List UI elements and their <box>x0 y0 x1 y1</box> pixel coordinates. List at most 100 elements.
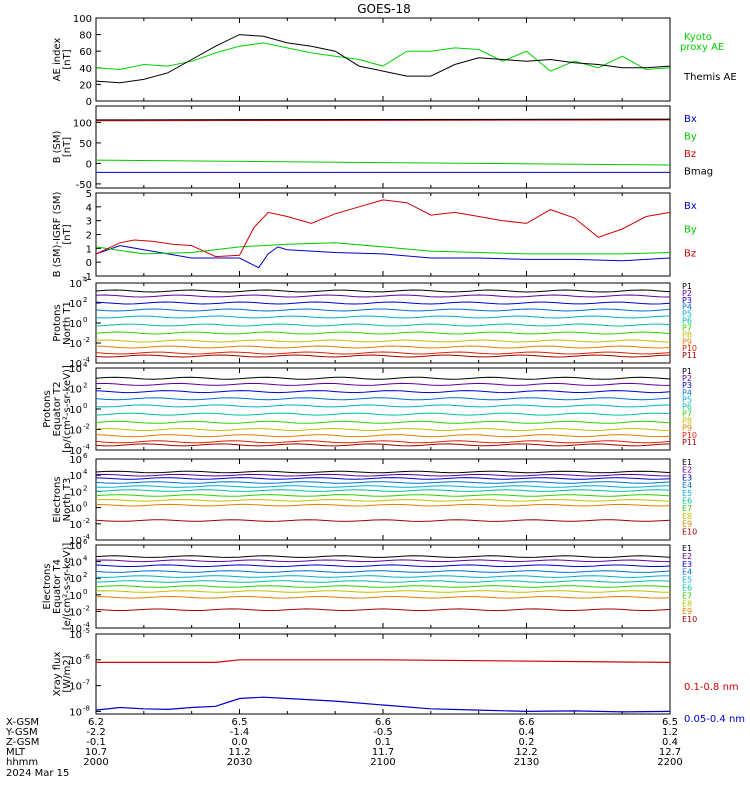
y-axis-label: B (SM)-IGRF (SM) <box>52 192 63 278</box>
y-tick-label: 10 <box>69 520 82 531</box>
channel-line-p1 <box>95 376 671 380</box>
channel-line-p6 <box>95 323 671 327</box>
y-tick-exponent: -2 <box>83 517 90 525</box>
panel-frame <box>95 105 671 189</box>
panel-protons_t2: Protons Equator T2 [p/(cm²-s-sr-keV)]10 -41… <box>42 361 697 457</box>
time-axis-value: 6.6 <box>375 717 391 728</box>
y-tick-exponent: 0 <box>83 588 87 596</box>
channel-label-p6: P6 <box>682 402 692 411</box>
channel-line-p6 <box>95 412 671 416</box>
y-tick-label: 10 <box>69 487 82 498</box>
legend-entry: Bx <box>684 201 697 212</box>
y-tick-label: 10 <box>69 682 82 693</box>
y-tick-exponent: -4 <box>83 443 91 451</box>
y-axis-label: Equator T2 <box>52 382 63 437</box>
channel-label-e6: E6 <box>682 584 692 593</box>
series-line-bz <box>95 119 671 122</box>
legend-entry: proxy AE <box>680 42 724 53</box>
channel-line-e4 <box>95 481 671 484</box>
y-tick-label: 40 <box>79 64 92 75</box>
y-axis-label: [W/m2] <box>62 655 73 692</box>
time-axis-value: 12.7 <box>659 747 681 758</box>
time-axis-value: -1.4 <box>230 727 250 738</box>
channel-label-e10: E10 <box>682 527 697 536</box>
channel-line-p11 <box>95 443 671 447</box>
time-axis-value: 0.0 <box>232 737 248 748</box>
channel-label-p3: P3 <box>682 381 692 390</box>
channel-line-e6 <box>95 580 671 583</box>
channel-label-e3: E3 <box>682 473 692 482</box>
y-tick-label: 10 <box>69 455 82 466</box>
y-tick-label: 10 <box>69 405 82 416</box>
channel-label-e7: E7 <box>682 504 692 513</box>
channel-label-p11: P11 <box>682 351 697 360</box>
channel-line-p9 <box>95 345 671 349</box>
y-tick-label: 1 <box>86 244 92 255</box>
y-axis-label: [nT] <box>62 224 73 244</box>
series-line-kyoto-proxy-ae <box>95 42 671 72</box>
channel-line-e3 <box>95 564 671 568</box>
channel-label-e2: E2 <box>682 466 692 475</box>
y-tick-label: 0 <box>86 258 92 269</box>
y-tick-label: 10 <box>69 558 82 569</box>
channel-line-e1 <box>95 470 671 474</box>
channel-line-p7 <box>95 420 671 424</box>
time-axis-value: 0.4 <box>662 737 678 748</box>
y-tick-exponent: -4 <box>83 621 91 629</box>
row-label: MLT <box>6 747 26 758</box>
time-axis-value: 2000 <box>83 757 108 768</box>
y-tick-label: 50 <box>79 139 92 150</box>
channel-line-e2 <box>95 559 671 563</box>
row-label: X-GSM <box>6 717 39 728</box>
y-tick-label: 10 <box>69 536 82 547</box>
series-line <box>96 659 671 663</box>
y-axis-label: Equator T4 <box>52 559 63 614</box>
channel-line-e8 <box>95 590 671 593</box>
y-tick-exponent: 6 <box>83 452 88 460</box>
y-tick-label: 10 <box>69 299 82 310</box>
panel-electrons_t4: Electrons Equator T4 [e/(cm²-s-sr-keV)]10-… <box>42 538 697 635</box>
y-tick-label: 10 <box>69 359 82 370</box>
plot-title: GOES-18 <box>357 2 411 16</box>
y-tick-label: 10 <box>69 279 82 290</box>
channel-line-p10 <box>95 351 671 355</box>
series-line-by <box>95 159 671 166</box>
channel-line-p11 <box>95 354 671 358</box>
series-line-themis-ae <box>95 34 671 84</box>
channel-line-e4 <box>95 570 671 573</box>
y-tick-exponent: -8 <box>83 704 90 712</box>
y-tick-exponent: 4 <box>83 468 88 476</box>
channel-label-e9: E9 <box>682 607 692 616</box>
y-axis-label: Electrons <box>42 563 53 609</box>
series-line-bmag <box>95 118 671 121</box>
y-tick-exponent: 2 <box>83 382 87 390</box>
y-tick-label: 10 <box>69 471 82 482</box>
y-tick-label: 10 <box>69 364 82 375</box>
channel-line-p3 <box>95 390 671 394</box>
legend-entry: By <box>684 225 697 236</box>
channel-label-p2: P2 <box>682 374 692 383</box>
y-tick-label: 100 <box>73 14 92 25</box>
channel-line-p5 <box>95 404 671 408</box>
legend-entry: Bz <box>684 248 696 259</box>
y-axis-label: Protons <box>42 390 53 427</box>
channel-label-e8: E8 <box>682 512 692 521</box>
y-axis-label: AE index <box>52 38 63 82</box>
y-tick-exponent: 2 <box>83 296 87 304</box>
y-tick-exponent: -2 <box>83 336 90 344</box>
legend-entry: Bmag <box>684 167 713 178</box>
time-axis-value: 6.2 <box>88 717 104 728</box>
legend-entry: Themis AE <box>683 72 737 83</box>
channel-line-p8 <box>95 427 671 432</box>
channel-label-e9: E9 <box>682 520 692 529</box>
y-tick-label: 10 <box>69 541 82 552</box>
channel-line-p9 <box>95 434 671 438</box>
channel-label-p10: P10 <box>682 431 697 440</box>
time-axis-value: 2100 <box>370 757 395 768</box>
channel-label-e7: E7 <box>682 591 692 600</box>
y-tick-label: 10 <box>69 624 82 635</box>
channel-label-p9: P9 <box>682 337 692 346</box>
y-tick-label: 10 <box>69 426 82 437</box>
plot-date: 2024 Mar 15 <box>6 768 69 779</box>
channel-label-e8: E8 <box>682 599 692 608</box>
